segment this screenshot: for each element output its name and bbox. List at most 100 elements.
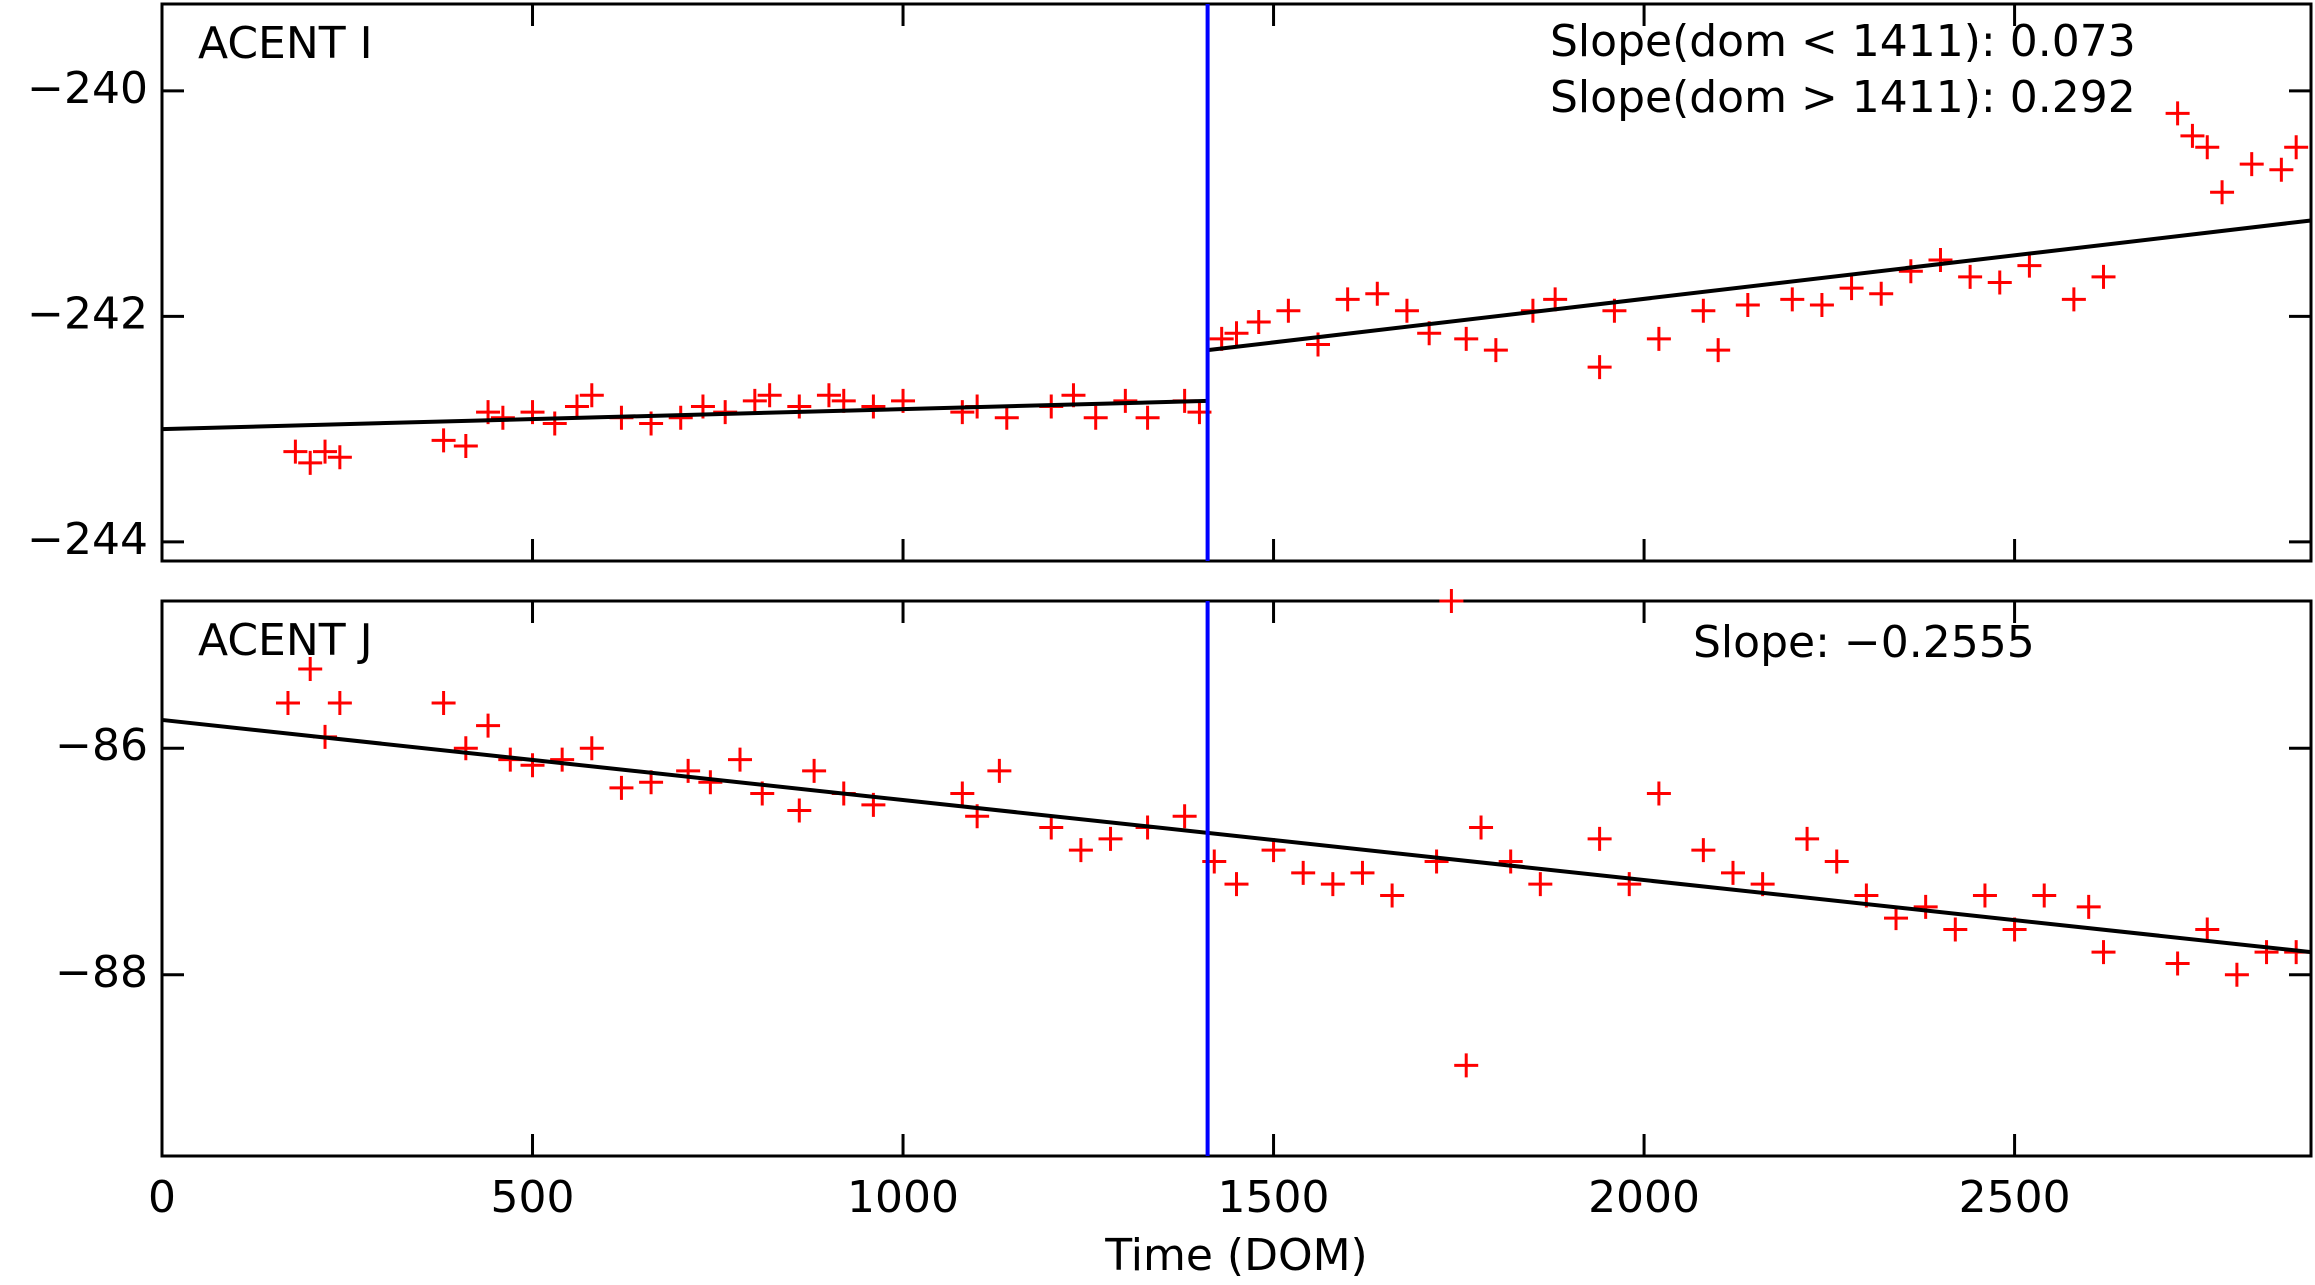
point — [676, 758, 701, 783]
point — [1691, 298, 1716, 323]
point — [2061, 287, 2086, 312]
point — [2195, 917, 2220, 942]
x-tick-label: 2000 — [1588, 1172, 1700, 1223]
point — [1498, 849, 1523, 874]
point — [2195, 135, 2220, 160]
point — [1809, 293, 1834, 318]
panel-label: ACENT I — [198, 18, 373, 69]
point — [1869, 281, 1894, 306]
point — [1795, 826, 1820, 851]
point — [987, 758, 1012, 783]
point — [579, 383, 604, 408]
point — [1135, 405, 1160, 430]
x-tick-label: 1500 — [1218, 1172, 1330, 1223]
point — [1350, 860, 1375, 885]
fit-line — [161, 717, 2312, 955]
point — [1224, 321, 1249, 346]
point — [1646, 781, 1671, 806]
x-tick-label: 0 — [148, 1172, 176, 1223]
point — [1454, 1053, 1479, 1078]
point — [2210, 180, 2235, 205]
point — [313, 439, 338, 464]
point — [1483, 338, 1508, 363]
point — [1469, 815, 1494, 840]
point — [1083, 405, 1108, 430]
point — [1172, 804, 1197, 829]
point — [564, 394, 589, 419]
point — [2284, 135, 2309, 160]
point — [476, 713, 501, 738]
point — [1439, 589, 1464, 613]
point — [994, 405, 1019, 430]
point — [950, 781, 975, 806]
point — [453, 736, 478, 761]
point — [1958, 264, 1983, 289]
point — [668, 405, 693, 430]
point — [950, 400, 975, 425]
point — [1224, 872, 1249, 897]
x-tick-label: 500 — [491, 1172, 575, 1223]
point — [453, 433, 478, 458]
point — [757, 383, 782, 408]
point — [1898, 259, 1923, 284]
point — [1646, 326, 1671, 351]
point — [2091, 940, 2116, 965]
point — [1720, 860, 1745, 885]
panel-label: ACENT J — [198, 615, 373, 666]
point — [1884, 906, 1909, 931]
point — [816, 383, 841, 408]
point — [1706, 338, 1731, 363]
point — [1039, 815, 1064, 840]
point — [2032, 883, 2057, 908]
x-tick-label: 1000 — [847, 1172, 959, 1223]
point — [802, 758, 827, 783]
point — [1780, 287, 1805, 312]
point — [1394, 298, 1419, 323]
plot-frame — [160, 599, 2313, 1158]
fit-line — [161, 398, 1208, 432]
point — [2165, 951, 2190, 976]
point — [787, 798, 812, 823]
point — [1528, 872, 1553, 897]
point — [1335, 287, 1360, 312]
point — [1587, 826, 1612, 851]
point — [1320, 872, 1345, 897]
point — [2017, 253, 2042, 278]
point — [275, 690, 300, 715]
point — [1068, 838, 1093, 863]
point — [1261, 838, 1286, 863]
point — [327, 690, 352, 715]
point — [728, 747, 753, 772]
point — [698, 770, 723, 795]
point — [1691, 838, 1716, 863]
annotation: Slope(dom < 1411): 0.073 — [1550, 16, 2136, 67]
point — [1839, 276, 1864, 301]
point — [550, 747, 575, 772]
point — [2239, 152, 2264, 177]
point — [787, 394, 812, 419]
point — [742, 388, 767, 413]
point — [1913, 894, 1938, 919]
point — [298, 450, 323, 475]
point — [1365, 281, 1390, 306]
point — [1424, 849, 1449, 874]
point — [861, 394, 886, 419]
annotation: Slope: −0.2555 — [1693, 617, 2035, 668]
point — [283, 439, 308, 464]
point — [1987, 270, 2012, 295]
point — [2165, 101, 2190, 126]
point — [431, 428, 456, 453]
point — [2091, 264, 2116, 289]
annotation: Slope(dom > 1411): 0.292 — [1550, 72, 2136, 123]
point — [2180, 123, 2205, 148]
point — [1246, 309, 1271, 334]
point — [2269, 157, 2294, 182]
point — [1824, 849, 1849, 874]
y-tick-label: −240 — [27, 63, 148, 114]
point — [1454, 326, 1479, 351]
point — [298, 656, 323, 681]
point — [1113, 388, 1138, 413]
point — [1098, 826, 1123, 851]
point — [1735, 293, 1760, 318]
point — [1291, 860, 1316, 885]
